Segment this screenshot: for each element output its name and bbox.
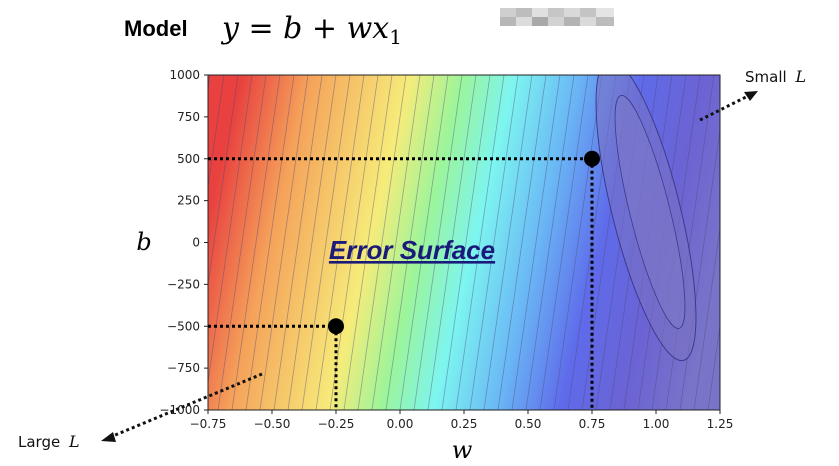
x-tick-label: 0.75: [579, 417, 606, 431]
y-tick-label: −500: [167, 319, 200, 333]
x-axis-ticks: −0.75 −0.50 −0.25 0.00 0.25 0.50 0.75 1.00 1.25: [190, 410, 734, 431]
contour-line: [525, 75, 575, 410]
contour-line: [245, 75, 295, 410]
x-tick-label: 1.25: [707, 417, 734, 431]
contour-line: [736, 75, 784, 410]
contour-line: [497, 75, 547, 410]
x-tick-label: −0.75: [190, 417, 227, 431]
contour-line: [483, 75, 533, 410]
x-tick-label: 0.25: [451, 417, 478, 431]
contour-line: [511, 75, 561, 410]
contour-line: [217, 75, 267, 410]
x-tick-label: 0.00: [387, 417, 414, 431]
contour-line: [343, 75, 393, 410]
contour-line: [301, 75, 351, 410]
y-tick-label: 0: [192, 236, 200, 250]
x-tick-label: 1.00: [643, 417, 670, 431]
y-tick-label: 250: [177, 194, 200, 208]
y-axis-label: b: [136, 228, 151, 256]
y-tick-label: 1000: [169, 68, 200, 82]
title-word: Model: [124, 16, 188, 41]
formula-plus: +: [302, 11, 346, 46]
contour-line: [208, 75, 211, 92]
error-surface-label: Error Surface: [329, 235, 495, 265]
svg-text:Small L: Small L: [745, 67, 806, 86]
contour-line: [707, 323, 720, 410]
y-tick-label: 500: [177, 152, 200, 166]
contour-line: [722, 75, 770, 410]
contour-line: [399, 75, 449, 410]
contour-line: [259, 75, 309, 410]
contour-line: [287, 75, 337, 410]
formula-b: b: [283, 11, 302, 46]
y-tick-label: −750: [167, 361, 200, 375]
y-tick-label: 750: [177, 110, 200, 124]
formula-w: w: [347, 11, 373, 46]
annotation-small-var: L: [794, 67, 806, 86]
contour-line: [441, 75, 491, 410]
contour-line: [553, 75, 603, 410]
contour-line: [413, 75, 463, 410]
contour-line: [750, 75, 798, 410]
annotation-large-text: Large: [18, 433, 60, 451]
contour-line: [231, 75, 281, 410]
x-tick-label: 0.50: [515, 417, 542, 431]
contour-line: [357, 75, 407, 410]
contour-line: [329, 75, 379, 410]
contour-line: [273, 75, 323, 410]
contour-line: [208, 75, 225, 190]
formula-sub-1: 1: [389, 25, 402, 49]
contour-line: [208, 75, 253, 385]
contour-line: [208, 75, 239, 288]
title-formula: y = b + wx1: [220, 11, 402, 49]
point-high: [584, 150, 600, 167]
annotation-small-l: Small L: [699, 67, 806, 122]
contour-line: [385, 75, 435, 410]
svg-text:Large L: Large L: [18, 432, 80, 451]
formula-x: x: [372, 11, 389, 46]
point-low: [328, 318, 344, 335]
x-tick-label: −0.50: [254, 417, 291, 431]
y-tick-label: −250: [167, 277, 200, 291]
x-tick-label: −0.25: [318, 417, 355, 431]
arrowhead-large-l: [101, 432, 116, 442]
x-axis-label: w: [452, 436, 473, 464]
contour-line: [469, 75, 519, 410]
arrow-large-l: [107, 372, 263, 440]
formula-eq: =: [239, 11, 283, 46]
annotation-small-text: Small: [745, 68, 787, 86]
contour-line: [371, 75, 421, 410]
contour-line: [427, 75, 477, 410]
y-axis-ticks: 1000 750 500 250 0 −250 −500 −750 −1000: [159, 68, 208, 417]
contour-line: [693, 225, 720, 410]
y-tick-label: −1000: [159, 403, 200, 417]
contour-line: [315, 75, 365, 410]
arrow-small-l: [699, 92, 753, 122]
point-markers: [208, 150, 600, 410]
arrowhead-small-l: [744, 91, 758, 101]
formula-y: y: [220, 11, 240, 46]
minimum-region: [595, 75, 697, 362]
contour-line: [455, 75, 505, 410]
annotation-large-l: Large L: [18, 372, 263, 451]
redacted-block: [500, 8, 614, 26]
annotation-large-var: L: [68, 432, 80, 451]
contour-line: [148, 75, 196, 410]
contour-line: [539, 75, 589, 410]
